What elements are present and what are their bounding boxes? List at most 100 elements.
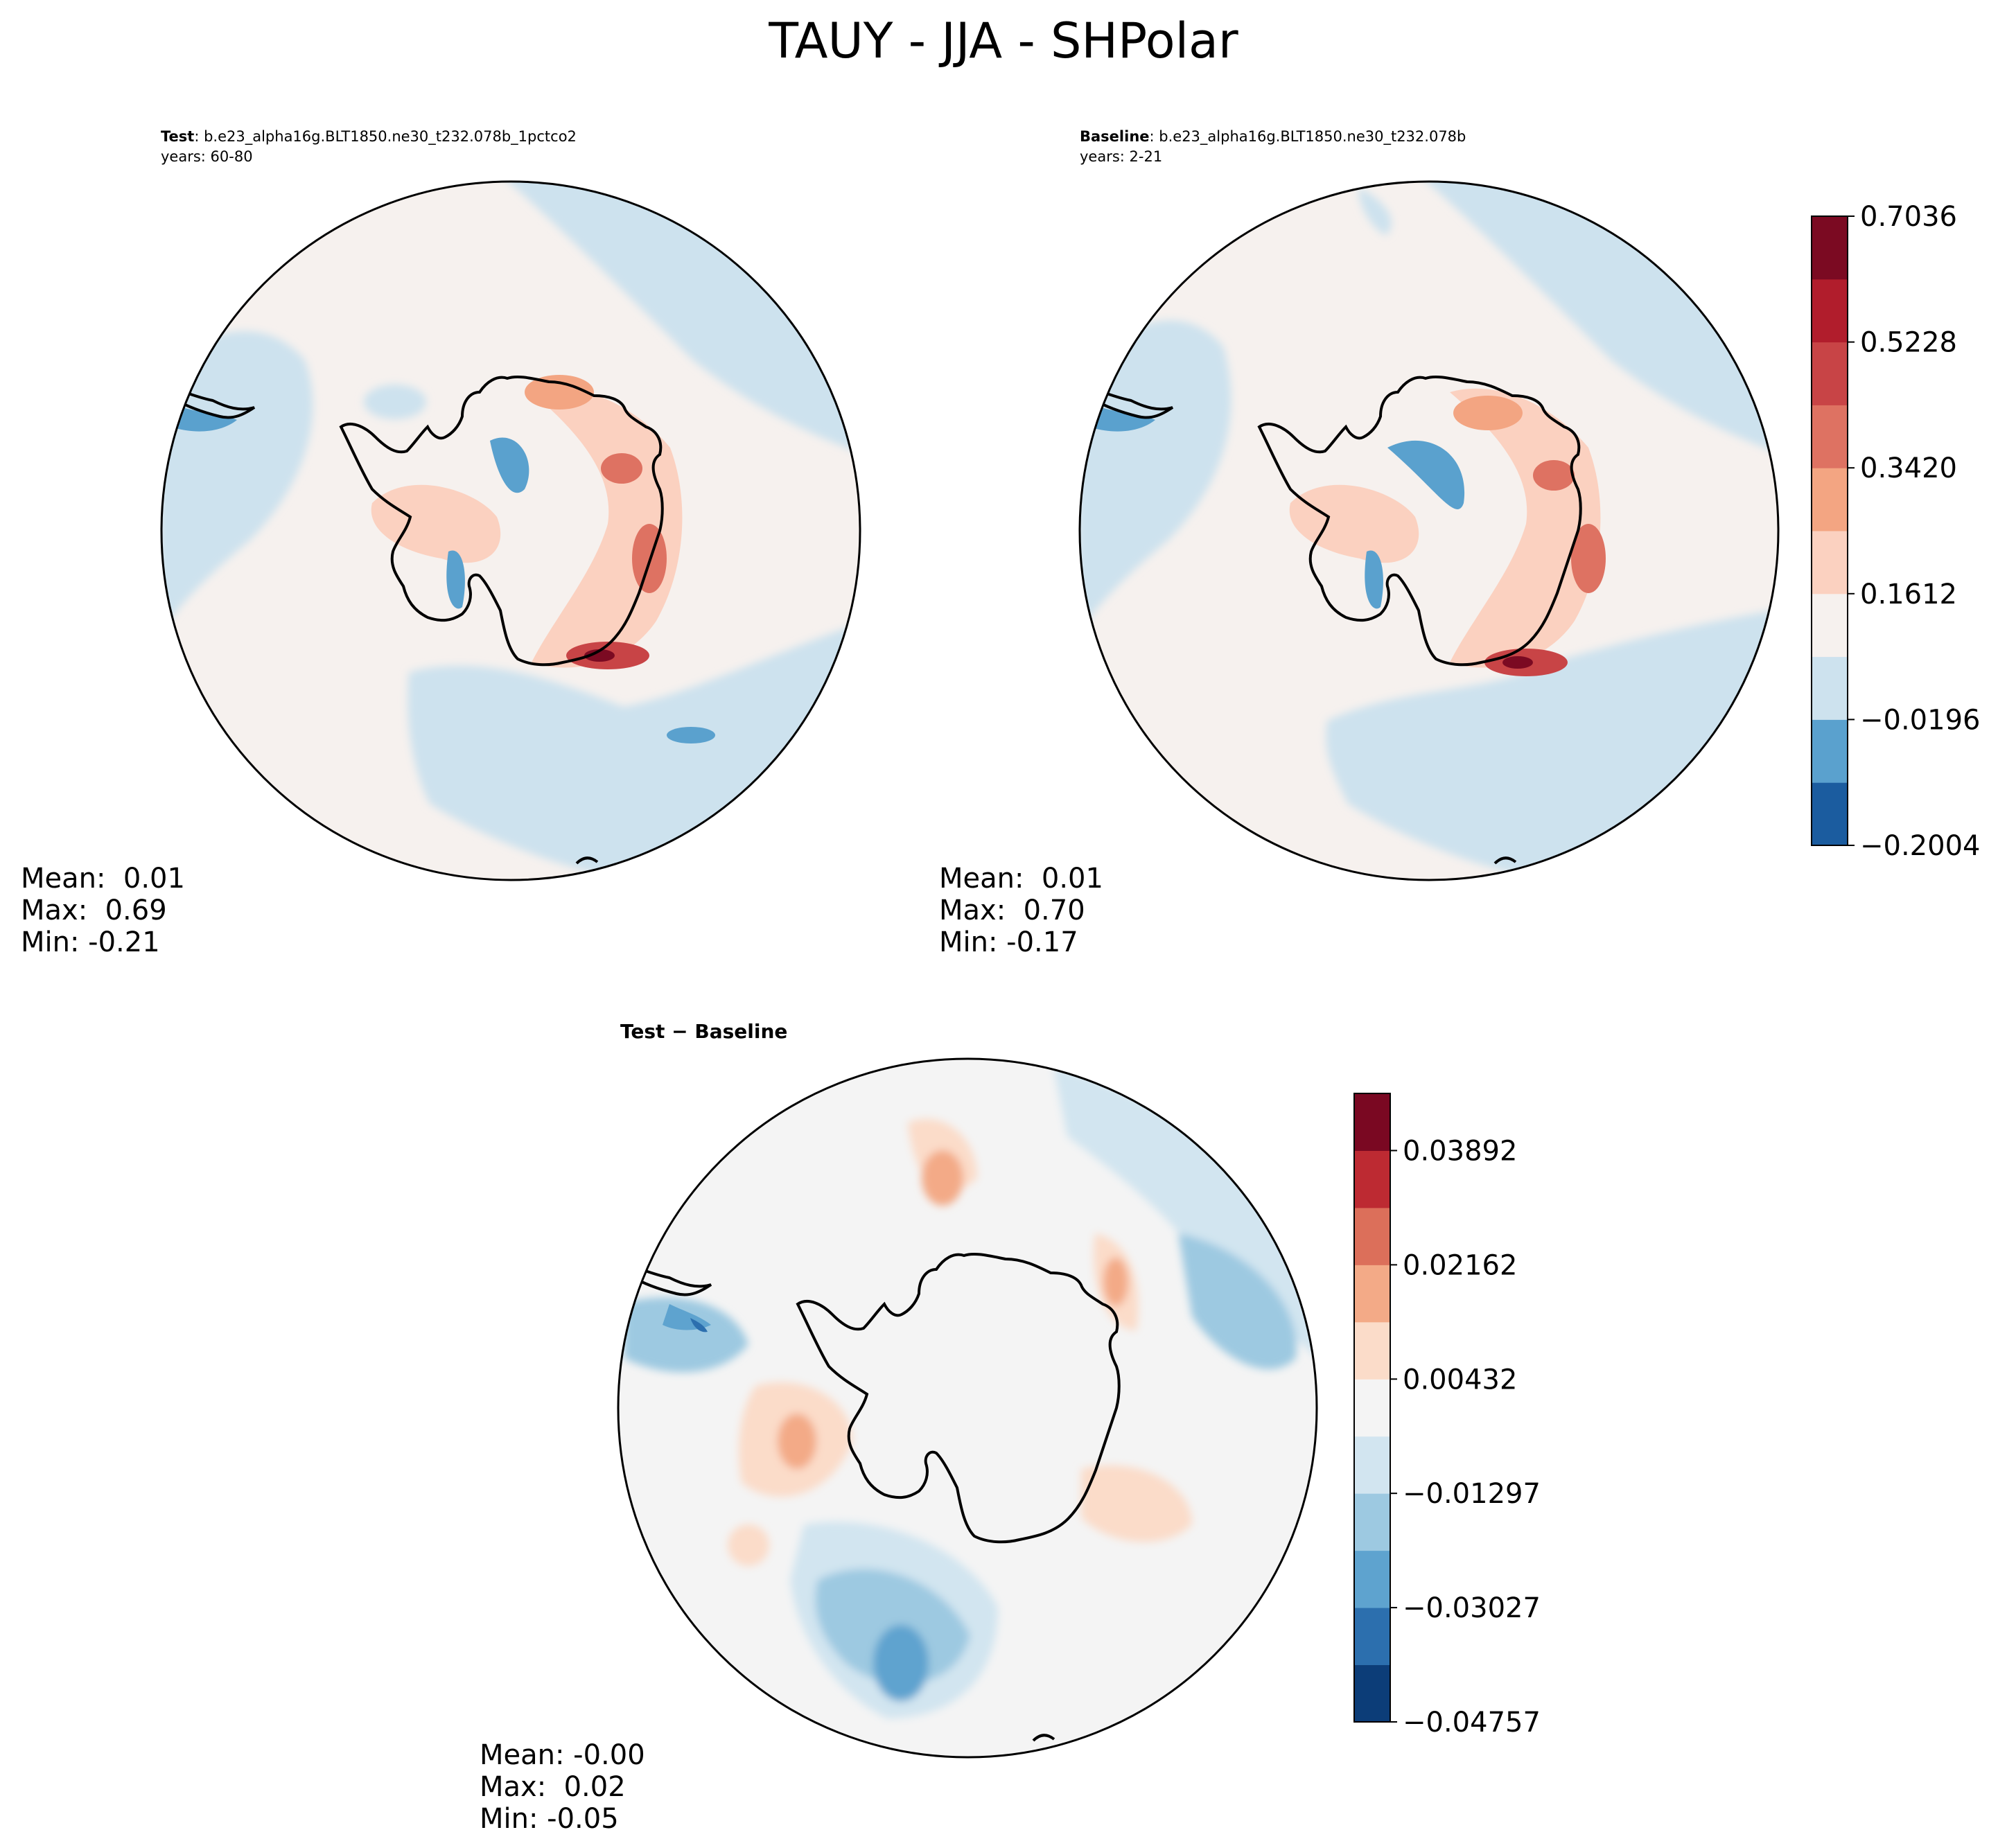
top-colorbar-segment — [1812, 405, 1848, 468]
diff-colorbar-tick-label: −0.04757 — [1403, 1707, 1541, 1739]
test-region-red-3 — [525, 375, 594, 410]
diff-colorbar-segment — [1354, 1265, 1390, 1323]
diff-colorbar-segment — [1354, 1150, 1390, 1208]
diff-colorbar-tick-label: −0.03027 — [1403, 1592, 1541, 1624]
baseline-region-red-3 — [1453, 396, 1523, 430]
diff-colorbar-tick-label: −0.01297 — [1403, 1478, 1541, 1510]
diff-colorbar-tick-label: 0.02162 — [1403, 1249, 1517, 1281]
diff-map-boundary — [617, 1057, 1318, 1759]
test-region-red-6 — [584, 649, 615, 662]
test-region-red-2 — [532, 388, 683, 668]
baseline-region-blue-w — [1080, 320, 1232, 637]
diff-colorbar-tick-label: 0.00432 — [1403, 1364, 1517, 1396]
top-colorbar-segment — [1812, 719, 1848, 783]
diff-colorbar-segment — [1354, 1664, 1390, 1723]
top-colorbar-tick-label: 0.5228 — [1860, 327, 1957, 359]
test-region-blue-8 — [490, 437, 529, 493]
colorbar-diff: 0.03892 0.02162 0.00432 −0.01297 −0.03027 −0.… — [1353, 1093, 1541, 1739]
diff-colorbar-segment — [1354, 1608, 1390, 1666]
baseline-region-blue-10 — [1089, 406, 1155, 432]
diff-region-blue-w — [624, 1297, 748, 1373]
test-map — [160, 180, 861, 881]
baseline-map-boundary — [1078, 180, 1780, 881]
figure-title: TAUY - JJA - SHPolar — [769, 12, 1238, 69]
diff-min: Min: -0.05 — [480, 1803, 619, 1835]
baseline-min: Min: -0.17 — [939, 926, 1078, 958]
test-min: Min: -0.21 — [21, 926, 160, 958]
top-colorbar-segment — [1812, 782, 1848, 846]
diff-colorbar-segment — [1354, 1321, 1390, 1380]
baseline-years: years: 2-21 — [1080, 148, 1163, 165]
baseline-region-red-6 — [1502, 656, 1533, 669]
diff-region-red-se — [1081, 1465, 1192, 1542]
diff-colorbar-segment — [1354, 1550, 1390, 1608]
test-case-name: : b.e23_alpha16g.BLT1850.ne30_t232.078b_… — [194, 128, 577, 145]
top-colorbar-segment — [1812, 656, 1848, 720]
diff-panel-title: Test − Baseline — [620, 1020, 788, 1043]
baseline-region-blue-9 — [1365, 550, 1383, 609]
test-stats: Mean: 0.01 Max: 0.69 Min: -0.21 — [21, 863, 185, 958]
test-region-blue-11 — [171, 406, 237, 432]
diff-max: Max: 0.02 — [480, 1771, 626, 1803]
baseline-case-name: : b.e23_alpha16g.BLT1850.ne30_t232.078b — [1149, 128, 1466, 145]
diff-region-red-sw — [728, 1524, 769, 1566]
top-colorbar-frame — [1811, 215, 1848, 846]
test-region-blue-10 — [667, 727, 715, 743]
test-region-blue-9 — [446, 550, 465, 609]
test-max: Max: 0.69 — [21, 895, 167, 926]
diff-colorbar-segment — [1354, 1093, 1390, 1151]
baseline-panel-header: Baseline: b.e23_alpha16g.BLT1850.ne30_t2… — [1080, 127, 1466, 167]
diff-colorbar-tick-label: 0.03892 — [1403, 1135, 1517, 1167]
test-years: years: 60-80 — [161, 148, 253, 165]
baseline-island-coast — [1493, 856, 1517, 865]
baseline-region-red-1 — [1289, 484, 1419, 563]
diff-region-blue-peninsula2 — [690, 1318, 708, 1332]
colorbar-top: 0.7036 0.5228 0.3420 0.1612 −0.0196 −0.2004 — [1811, 201, 1980, 862]
diff-island-coast — [1032, 1734, 1055, 1742]
top-colorbar-tick-label: 0.1612 — [1860, 579, 1957, 610]
test-region-blue-w — [161, 331, 313, 637]
diff-map — [617, 1057, 1318, 1759]
top-colorbar-tick-label: −0.0196 — [1860, 704, 1980, 736]
test-island-coast — [575, 856, 599, 865]
diff-colorbar-frame — [1353, 1093, 1391, 1723]
baseline-region-blue-8 — [1387, 440, 1465, 509]
diff-region-red-n2 — [922, 1150, 963, 1206]
baseline-max: Max: 0.70 — [939, 895, 1085, 926]
top-colorbar-segment — [1812, 468, 1848, 531]
top-colorbar-segment — [1812, 531, 1848, 595]
test-mean: Mean: 0.01 — [21, 863, 185, 895]
baseline-region-red-2 — [1450, 388, 1601, 668]
diff-colorbar-segment — [1354, 1493, 1390, 1551]
top-colorbar-segment — [1812, 279, 1848, 343]
baseline-mean: Mean: 0.01 — [939, 863, 1103, 895]
top-colorbar-tick-label: 0.3420 — [1860, 452, 1957, 484]
baseline-region-red-4 — [1571, 524, 1606, 593]
test-panel-header: Test: b.e23_alpha16g.BLT1850.ne30_t232.0… — [161, 127, 577, 167]
baseline-region-red-7 — [1533, 460, 1575, 491]
baseline-region-blue-n — [1358, 187, 1392, 236]
diff-region-blue-s2 — [815, 1569, 970, 1684]
diff-region-blue-s3 — [873, 1625, 929, 1701]
diff-region-blue-ne2 — [1178, 1233, 1297, 1370]
test-region-blue-small — [364, 385, 426, 419]
baseline-label: Baseline — [1080, 128, 1150, 145]
top-colorbar-tick-label: −0.2004 — [1860, 830, 1980, 862]
top-colorbar-segment — [1812, 216, 1848, 280]
top-colorbar-segment — [1812, 342, 1848, 405]
diff-region-red-ne2 — [1103, 1258, 1128, 1306]
diff-colorbar-segment — [1354, 1207, 1390, 1265]
test-region-red-7 — [601, 453, 642, 484]
diff-colorbar-segment — [1354, 1436, 1390, 1494]
test-label: Test — [161, 128, 195, 145]
baseline-stats: Mean: 0.01 Max: 0.70 Min: -0.17 — [939, 863, 1103, 958]
test-region-red-1 — [371, 484, 501, 563]
baseline-map — [1078, 180, 1780, 881]
diff-region-red-w2 — [778, 1414, 816, 1469]
diff-colorbar-segment — [1354, 1379, 1390, 1437]
diff-mean: Mean: -0.00 — [480, 1739, 645, 1771]
top-colorbar-tick-label: 0.7036 — [1860, 201, 1957, 233]
diff-stats: Mean: -0.00 Max: 0.02 Min: -0.05 — [480, 1739, 645, 1835]
test-map-boundary — [160, 180, 861, 881]
